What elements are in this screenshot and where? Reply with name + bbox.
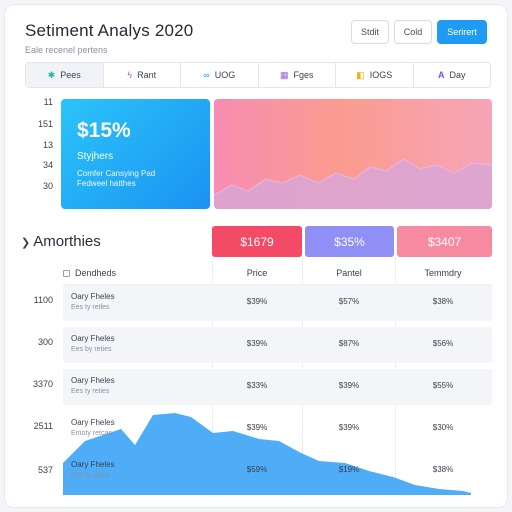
trend-line <box>214 158 492 196</box>
wave-area <box>63 413 471 495</box>
tab-label: Day <box>449 70 466 80</box>
column-header-temmdry[interactable]: Temmdry <box>424 268 462 278</box>
axis-label: 34 <box>42 160 53 170</box>
column-header-price[interactable]: Price <box>246 268 268 278</box>
temmdry-cell: $38% <box>432 465 454 474</box>
header-divider <box>63 284 492 285</box>
temmdry-cell: $30% <box>432 423 454 432</box>
table-row[interactable] <box>63 327 492 363</box>
sparkle-icon: ✱ <box>47 69 56 80</box>
page-subtitle: Eale recenel pertens <box>25 45 108 55</box>
row-axis-label: 300 <box>37 337 53 347</box>
letter-a-icon: A <box>437 70 445 80</box>
temmdry-cell: $38% <box>432 297 454 306</box>
tab-fges[interactable]: ▦ Fges <box>259 63 336 87</box>
cold-button[interactable]: Cold <box>394 20 432 44</box>
hero-description: Comfer Cansying Pad Fedweel hatthes <box>77 169 155 189</box>
chevron-right-icon[interactable]: ❯ <box>21 237 31 249</box>
temmdry-cell: $56% <box>432 339 454 348</box>
trend-area <box>214 159 492 209</box>
axis-label: 11 <box>43 97 53 107</box>
row-subtitle: Ees ty retles <box>71 472 110 479</box>
trend-chart-panel <box>214 99 492 209</box>
kpi-badge-purple: $35% <box>305 226 394 257</box>
tab-pees[interactable]: ✱ Pees <box>26 63 104 87</box>
pantel-cell: $39% <box>338 381 360 390</box>
link-icon: ∞ <box>203 70 210 80</box>
row-axis-label: 2511 <box>33 421 53 431</box>
hero-label: Styjhers <box>77 151 114 162</box>
row-name: Oary Fheles <box>71 292 115 301</box>
price-cell: $59% <box>246 465 268 474</box>
row-axis-label: 1100 <box>33 295 53 305</box>
tab-label: IOGS <box>369 70 393 80</box>
pantel-cell: $39% <box>338 423 360 432</box>
price-cell: $33% <box>246 381 268 390</box>
tab-iogs[interactable]: ◧ IOGS <box>336 63 414 87</box>
section-title: ❯ Amorthies <box>21 233 101 250</box>
column-header-dendheds[interactable]: Dendheds <box>63 268 116 278</box>
submit-button[interactable]: Serirert <box>437 20 487 44</box>
tab-label: UOG <box>214 70 236 80</box>
price-cell: $39% <box>246 423 268 432</box>
kpi-badge-red: $1679 <box>212 226 302 257</box>
wave-area-chart <box>63 413 471 495</box>
pantel-cell: $57% <box>338 297 360 306</box>
hero-value: $15% <box>77 119 131 142</box>
tab-day[interactable]: A Day <box>414 63 491 87</box>
pantel-cell: $87% <box>338 339 360 348</box>
axis-label: 151 <box>37 119 53 129</box>
row-subtitle: Ees ty reties <box>71 388 110 395</box>
tag-icon: ◧ <box>356 69 365 80</box>
pantel-cell: $19% <box>338 465 360 474</box>
hero-desc-line: Fedweel hatthes <box>77 179 136 188</box>
row-axis-label: 3370 <box>32 379 53 389</box>
temmdry-cell: $55% <box>432 381 454 390</box>
axis-label: 13 <box>42 140 53 150</box>
row-name: Oary Fheles <box>71 376 115 385</box>
row-subtitle: Emoty retcas <box>71 430 112 437</box>
row-subtitle: Ees ty retles <box>71 304 110 311</box>
table-row[interactable] <box>63 285 492 321</box>
stdit-button[interactable]: Stdit <box>351 20 389 44</box>
hero-stat-card: $15% Styjhers Comfer Cansying Pad Fedwee… <box>61 99 210 209</box>
dashboard-card: Setiment Analys 2020 Eale recenel perten… <box>4 4 508 508</box>
row-axis-label: 537 <box>37 465 53 475</box>
table-row[interactable] <box>63 369 492 405</box>
axis-label: 30 <box>42 181 53 191</box>
tab-uog[interactable]: ∞ UOG <box>181 63 259 87</box>
row-name: Oary Fheles <box>71 334 115 343</box>
kpi-badge-pink: $3407 <box>397 226 492 257</box>
price-cell: $39% <box>246 339 268 348</box>
select-all-checkbox[interactable] <box>63 270 70 277</box>
row-name[interactable]: Oary Fheles <box>71 418 115 427</box>
tab-bar: ✱ Pees ϟ Rant ∞ UOG ▦ Fges ◧ IOGS A Day <box>25 62 491 88</box>
hero-desc-line: Comfer Cansying Pad <box>77 169 156 178</box>
column-header-label: Dendheds <box>75 268 117 278</box>
tab-label: Rant <box>137 70 157 80</box>
trend-area-chart <box>214 158 492 209</box>
section-title-text: Amorthies <box>33 233 101 250</box>
page-title: Setiment Analys 2020 <box>25 21 194 40</box>
row-name[interactable]: Oary Fheles <box>71 460 115 469</box>
tab-label: Pees <box>60 70 81 80</box>
price-cell: $39% <box>246 297 268 306</box>
grid-icon: ▦ <box>279 69 289 80</box>
column-header-pantel[interactable]: Pantel <box>336 268 362 278</box>
row-subtitle: Ees by reties <box>71 346 112 353</box>
lightning-icon: ϟ <box>127 70 133 80</box>
tab-rant[interactable]: ϟ Rant <box>104 63 181 87</box>
tab-label: Fges <box>293 70 314 80</box>
